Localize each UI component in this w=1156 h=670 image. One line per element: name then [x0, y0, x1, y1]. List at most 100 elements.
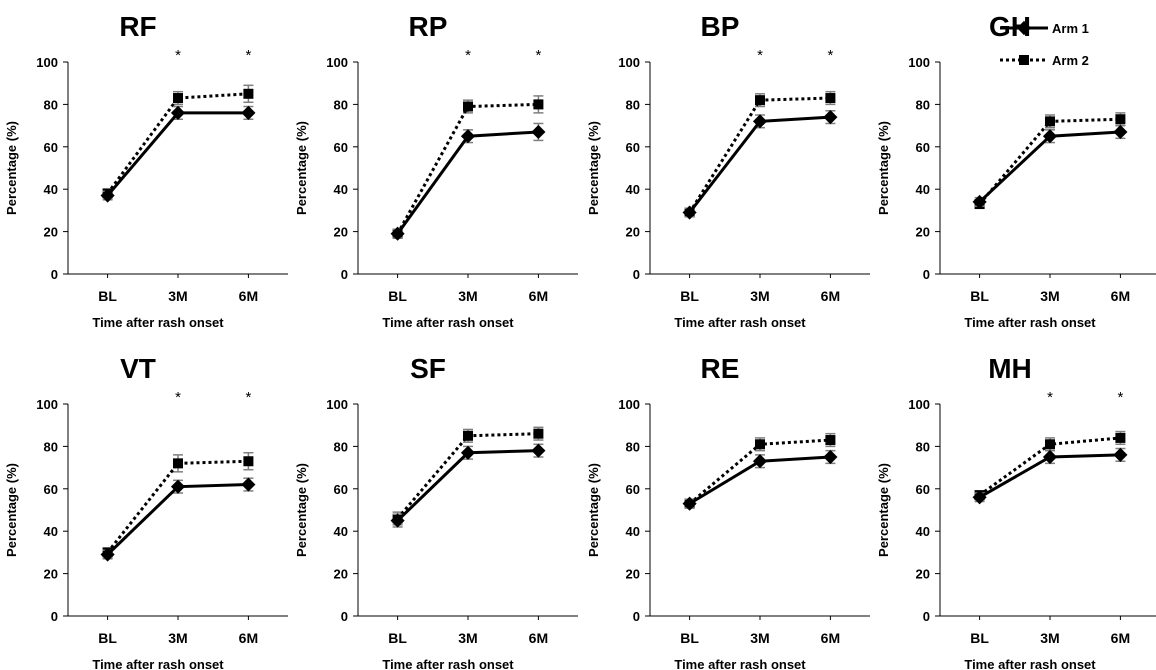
x-tick-label: BL: [98, 288, 117, 304]
y-axis-label: Percentage (%): [586, 463, 601, 557]
series-line: [106, 483, 249, 556]
data-point-square: [173, 93, 183, 104]
data-point-diamond: [752, 114, 768, 129]
data-point-diamond: [823, 110, 838, 125]
data-point-diamond: [1113, 447, 1128, 462]
y-tick-label: 0: [51, 609, 58, 624]
x-tick-label: 3M: [168, 630, 187, 646]
y-tick-label: 80: [334, 439, 348, 454]
panel-title: RE: [701, 353, 740, 384]
data-point-diamond: [972, 490, 987, 505]
y-tick-label: 40: [334, 524, 348, 539]
series-arm-2: [684, 432, 836, 509]
series-line: [688, 115, 831, 214]
series-arm-1: [390, 443, 546, 528]
x-axis-label: Time after rash onset: [674, 315, 806, 330]
y-tick-label: 20: [916, 225, 930, 240]
significance-marker: *: [827, 47, 833, 64]
data-point-square: [533, 99, 544, 110]
x-tick-label: 6M: [239, 630, 258, 646]
significance-marker: *: [465, 47, 471, 64]
series-arm-1: [972, 124, 1128, 209]
y-tick-label: 20: [334, 225, 348, 240]
significance-marker: *: [175, 47, 181, 64]
x-axis-label: Time after rash onset: [964, 657, 1096, 670]
panel-title: MH: [988, 353, 1032, 384]
significance-marker: *: [1117, 389, 1123, 406]
data-point-diamond: [100, 547, 115, 562]
series-arm-2: [392, 95, 544, 239]
panel-title: VT: [120, 353, 156, 384]
x-axis-label: Time after rash onset: [382, 657, 514, 670]
series-arm-1: [972, 447, 1128, 505]
data-point-square: [825, 435, 836, 446]
y-tick-label: 60: [626, 482, 640, 497]
x-tick-label: 6M: [239, 288, 258, 304]
data-point-square: [1115, 114, 1126, 125]
x-tick-label: 3M: [168, 288, 187, 304]
x-tick-label: BL: [388, 288, 407, 304]
panel-sf: SF 0 20 40 60 80 100 BL 3M 6M Time after rash onse…: [294, 353, 578, 670]
y-tick-label: 40: [916, 182, 930, 197]
y-tick-label: 80: [626, 97, 640, 112]
data-point-square: [533, 428, 544, 439]
data-point-square: [1045, 439, 1055, 450]
significance-marker: *: [1047, 389, 1053, 406]
x-tick-label: BL: [98, 630, 117, 646]
x-tick-label: BL: [680, 288, 699, 304]
x-tick-label: 6M: [821, 630, 840, 646]
y-tick-label: 60: [916, 482, 930, 497]
y-tick-label: 60: [626, 140, 640, 155]
y-axis-label: Percentage (%): [586, 121, 601, 215]
data-point-diamond: [531, 124, 546, 140]
series-arm-1: [390, 122, 546, 241]
series-arm-1: [682, 449, 838, 511]
y-tick-label: 40: [44, 182, 58, 197]
data-point-diamond: [390, 226, 405, 241]
legend: Arm 1 Arm 2: [1000, 20, 1089, 68]
data-point-square: [825, 93, 836, 104]
y-tick-label: 0: [633, 267, 640, 282]
y-axis-label: Percentage (%): [876, 121, 891, 215]
y-tick-label: 40: [626, 524, 640, 539]
panel-title: SF: [410, 353, 446, 384]
panel-re: RE 0 20 40 60 80 100 BL 3M 6M Time after rash onse…: [586, 353, 870, 670]
data-point-diamond: [823, 449, 838, 465]
significance-marker: *: [245, 47, 251, 64]
x-tick-label: BL: [680, 630, 699, 646]
series-line: [396, 449, 539, 522]
data-point-diamond: [972, 194, 987, 209]
x-tick-label: BL: [970, 630, 989, 646]
x-tick-label: 6M: [1111, 288, 1130, 304]
y-tick-label: 20: [334, 567, 348, 582]
data-point-diamond: [682, 205, 697, 220]
y-tick-label: 60: [44, 140, 58, 155]
data-point-diamond: [241, 477, 256, 492]
y-tick-label: 20: [44, 567, 58, 582]
y-tick-label: 40: [916, 524, 930, 539]
y-tick-label: 20: [916, 567, 930, 582]
x-tick-label: 3M: [458, 288, 477, 304]
legend-label-arm2: Arm 2: [1052, 53, 1089, 68]
y-tick-label: 0: [633, 609, 640, 624]
panel-title: RP: [409, 11, 448, 42]
x-axis-label: Time after rash onset: [92, 315, 224, 330]
series-arm-2: [974, 430, 1126, 501]
panel-rp: RP 0 20 40 60 80 100 BL 3M 6M Time after rash onse…: [294, 11, 578, 330]
y-tick-label: 80: [916, 97, 930, 112]
y-axis-label: Percentage (%): [294, 121, 309, 215]
x-tick-label: 3M: [750, 288, 769, 304]
y-tick-label: 40: [334, 182, 348, 197]
y-tick-label: 60: [916, 140, 930, 155]
x-tick-label: BL: [388, 630, 407, 646]
x-axis-label: Time after rash onset: [382, 315, 514, 330]
panel-mh: MH 0 20 40 60 80 100 BL 3M 6M Time after rash onse…: [876, 353, 1156, 670]
series-line: [396, 130, 539, 235]
y-tick-label: 100: [618, 55, 640, 70]
series-arm-2: [392, 426, 544, 526]
panel-vt: VT 0 20 40 60 80 100 BL 3M 6M Time after rash onse…: [4, 353, 288, 670]
y-tick-label: 0: [341, 609, 348, 624]
x-tick-label: 6M: [529, 288, 548, 304]
data-point-square: [755, 439, 765, 450]
